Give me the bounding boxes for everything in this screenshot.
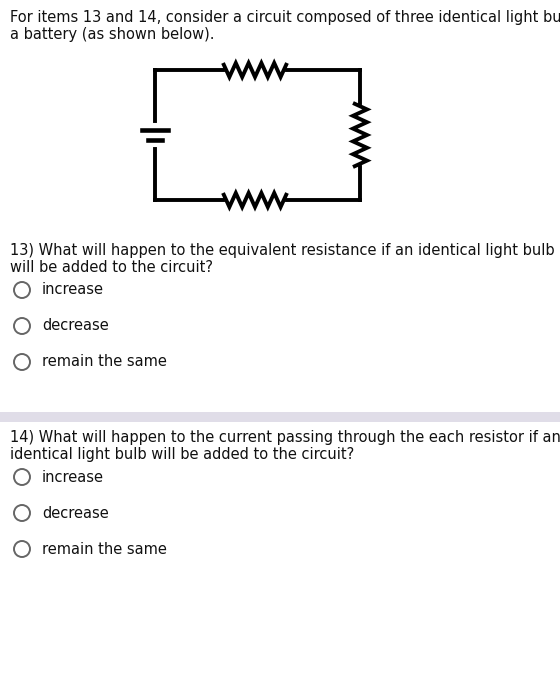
Bar xyxy=(0,412,560,422)
Text: increase: increase xyxy=(42,283,104,298)
Text: 13) What will happen to the equivalent resistance if an identical light bulb
wil: 13) What will happen to the equivalent r… xyxy=(10,243,554,275)
Text: For items 13 and 14, consider a circuit composed of three identical light bulbs : For items 13 and 14, consider a circuit … xyxy=(10,10,560,43)
Text: 14) What will happen to the current passing through the each resistor if an
iden: 14) What will happen to the current pass… xyxy=(10,430,560,462)
Text: remain the same: remain the same xyxy=(42,542,167,557)
Text: increase: increase xyxy=(42,469,104,485)
Text: decrease: decrease xyxy=(42,319,109,334)
Text: decrease: decrease xyxy=(42,506,109,521)
Text: remain the same: remain the same xyxy=(42,355,167,370)
